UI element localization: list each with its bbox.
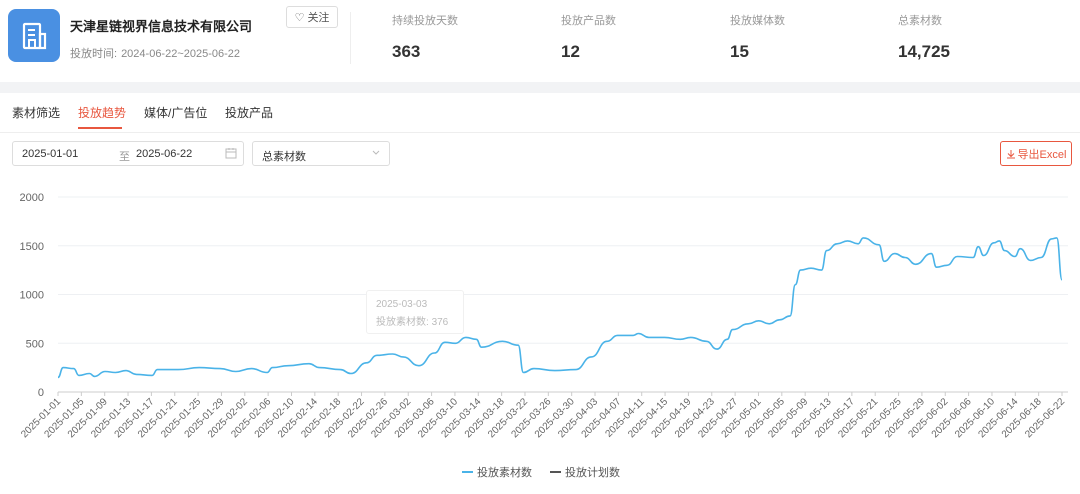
start-date-input[interactable]: 2025-01-01 xyxy=(22,148,79,160)
date-range-picker[interactable]: 2025-01-01 至 2025-06-22 xyxy=(12,141,244,166)
stat-label: 持续投放天数 xyxy=(392,15,458,27)
metric-select[interactable]: 总素材数 xyxy=(252,141,390,166)
period-label: 投放时间: xyxy=(70,48,118,60)
stat-label: 总素材数 xyxy=(898,15,942,27)
stat-value: 14,725 xyxy=(898,42,950,61)
range-separator: 至 xyxy=(119,151,130,163)
download-icon xyxy=(1006,149,1015,158)
period-value: 2024-06-22~2025-06-22 xyxy=(121,48,241,60)
metric-select-value: 总素材数 xyxy=(262,151,306,163)
period: 投放时间: 2024-06-22~2025-06-22 xyxy=(70,45,240,61)
stat-media: 投放媒体数 15 xyxy=(730,12,785,62)
stat-products: 投放产品数 12 xyxy=(561,12,616,62)
follow-button[interactable]: ♡ 关注 xyxy=(286,6,338,28)
stat-value: 363 xyxy=(392,42,421,61)
export-label: 导出Excel xyxy=(1017,148,1067,161)
tooltip-date: 2025-03-03 xyxy=(376,299,428,310)
section-separator xyxy=(0,82,1080,93)
y-tick-label: 2000 xyxy=(20,192,44,204)
tab-bar: 素材筛选 投放趋势 媒体/广告位 投放产品 xyxy=(0,93,1080,133)
stat-label: 投放产品数 xyxy=(561,15,616,27)
y-tick-label: 1500 xyxy=(20,241,44,253)
stat-value: 12 xyxy=(561,42,580,61)
chart-tooltip: 2025-03-03 投放素材数: 376 xyxy=(366,290,464,334)
end-date-input[interactable]: 2025-06-22 xyxy=(136,148,193,160)
legend-label: 投放计划数 xyxy=(565,467,620,479)
stat-days: 持续投放天数 363 xyxy=(392,12,458,62)
follow-label: 关注 xyxy=(307,12,330,24)
y-axis-ticks: 0 500 1000 1500 2000 xyxy=(20,192,44,399)
trend-chart: 0 500 1000 1500 2000 2025-01-012025-01-05202… xyxy=(19,192,1068,440)
legend-swatch xyxy=(462,471,473,473)
tab-material-filter[interactable]: 素材筛选 xyxy=(12,106,61,120)
calendar-icon xyxy=(225,148,237,159)
y-tick-label: 500 xyxy=(26,338,44,350)
stat-value: 15 xyxy=(730,42,749,61)
y-tick-label: 1000 xyxy=(20,290,44,302)
legend-item[interactable]: 投放素材数 xyxy=(462,464,532,480)
chevron-down-icon xyxy=(372,150,380,155)
chart-legend: 投放素材数 投放计划数 xyxy=(462,464,620,480)
tab-products[interactable]: 投放产品 xyxy=(225,106,274,120)
chart-grid xyxy=(58,196,1068,393)
stat-materials: 总素材数 14,725 xyxy=(898,12,950,62)
divider xyxy=(350,12,351,64)
building-icon xyxy=(22,22,47,49)
x-axis-ticks: 2025-01-012025-01-052025-01-092025-01-13… xyxy=(19,392,1067,440)
tab-delivery-trend[interactable]: 投放趋势 xyxy=(78,106,127,120)
series-line-materials xyxy=(57,237,1063,379)
stat-label: 投放媒体数 xyxy=(730,15,785,27)
active-tab-indicator xyxy=(78,127,122,129)
legend-label: 投放素材数 xyxy=(477,467,532,479)
company-header: 天津星链视界信息技术有限公司 投放时间: 2024-06-22~2025-06-2… xyxy=(0,0,1080,82)
tooltip-label: 投放素材数 xyxy=(376,317,426,328)
company-logo xyxy=(8,9,60,62)
y-tick-label: 0 xyxy=(38,387,44,399)
chart-series xyxy=(57,237,1063,379)
heart-icon: ♡ xyxy=(294,11,305,24)
export-excel-button[interactable]: 导出Excel xyxy=(1000,141,1072,166)
tab-media-placement[interactable]: 媒体/广告位 xyxy=(144,106,208,120)
legend-item[interactable]: 投放计划数 xyxy=(550,464,620,480)
tooltip-value: 376 xyxy=(431,317,449,328)
legend-swatch xyxy=(550,471,561,473)
company-name: 天津星链视界信息技术有限公司 xyxy=(70,19,253,34)
